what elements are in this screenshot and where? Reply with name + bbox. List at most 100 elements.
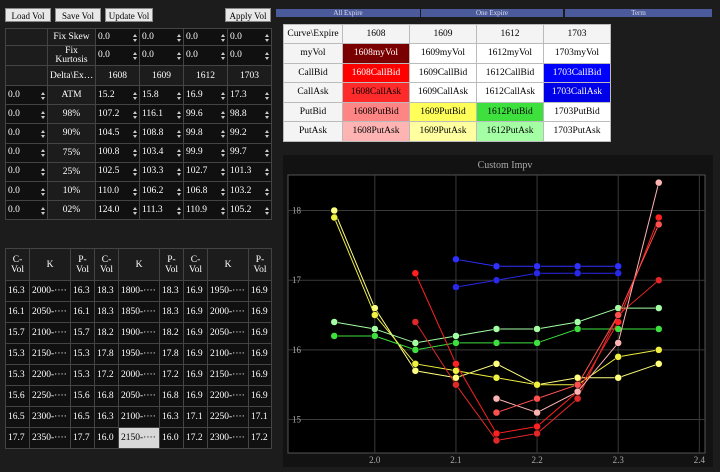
strike-cell[interactable]: 17.1 bbox=[248, 406, 272, 428]
strike-cell[interactable]: 16.0 bbox=[94, 427, 119, 449]
delta-value[interactable]: 108.8 bbox=[139, 123, 184, 144]
delta-value[interactable]: 17.3 bbox=[227, 84, 272, 106]
spinner[interactable] bbox=[133, 148, 137, 158]
strike-cell[interactable]: 17.7 bbox=[5, 427, 30, 449]
strike-cell[interactable]: 16.9 bbox=[248, 364, 272, 386]
spinner[interactable] bbox=[265, 187, 269, 197]
strike-cell[interactable]: 16.5 bbox=[5, 406, 30, 428]
delta-value[interactable]: 110.0 bbox=[95, 180, 140, 202]
spinner[interactable] bbox=[177, 148, 181, 158]
strike-cell[interactable]: 2200-···· bbox=[207, 385, 249, 407]
delta-value[interactable]: 103.3 bbox=[139, 161, 184, 182]
curve-cell[interactable]: 1612PutBid bbox=[476, 101, 544, 122]
strike-cell[interactable]: 2100-···· bbox=[29, 322, 71, 344]
spinner[interactable] bbox=[265, 167, 269, 177]
strike-cell[interactable]: 16.3 bbox=[5, 280, 30, 302]
delta-value[interactable]: 102.5 bbox=[95, 161, 140, 182]
param-input[interactable]: 0.0 bbox=[227, 45, 272, 66]
spinner[interactable] bbox=[265, 129, 269, 139]
spinner[interactable] bbox=[133, 167, 137, 177]
spinner[interactable] bbox=[41, 206, 45, 216]
tab[interactable]: All Expire bbox=[276, 9, 420, 17]
spinner[interactable] bbox=[221, 33, 225, 43]
strike-cell[interactable]: 2000-···· bbox=[29, 280, 71, 302]
strike-cell[interactable]: 16.1 bbox=[5, 301, 30, 323]
delta-value[interactable]: 101.3 bbox=[227, 161, 272, 182]
strike-cell[interactable]: 17.2 bbox=[94, 364, 119, 386]
spinner[interactable] bbox=[41, 129, 45, 139]
strike-cell[interactable]: 16.9 bbox=[183, 343, 208, 365]
param-input[interactable]: 0.0 bbox=[183, 45, 228, 66]
curve-cell[interactable]: 1608CallAsk bbox=[342, 82, 410, 103]
spinner[interactable] bbox=[41, 110, 45, 120]
strike-cell[interactable]: 17.2 bbox=[183, 427, 208, 449]
spinner[interactable] bbox=[177, 110, 181, 120]
spinner[interactable] bbox=[221, 187, 225, 197]
strike-cell[interactable]: 2000-···· bbox=[207, 301, 249, 323]
spinner[interactable] bbox=[221, 91, 225, 101]
strike-cell[interactable]: 16.5 bbox=[70, 406, 95, 428]
delta-value[interactable]: 100.8 bbox=[95, 142, 140, 163]
curve-cell[interactable]: 1703PutAsk bbox=[543, 121, 611, 142]
strike-cell[interactable]: 18.3 bbox=[94, 301, 119, 323]
spinner[interactable] bbox=[133, 129, 137, 139]
spinner[interactable] bbox=[177, 91, 181, 101]
tab[interactable]: One Expire bbox=[421, 9, 563, 17]
strike-cell[interactable]: 17.8 bbox=[94, 343, 119, 365]
spinner[interactable] bbox=[41, 148, 45, 158]
spinner[interactable] bbox=[133, 206, 137, 216]
button[interactable]: Apply Vol bbox=[225, 8, 271, 22]
delta-value[interactable]: 16.9 bbox=[183, 84, 228, 106]
spinner[interactable] bbox=[177, 167, 181, 177]
strike-cell[interactable]: 16.9 bbox=[183, 301, 208, 323]
spinner[interactable] bbox=[221, 167, 225, 177]
curve-cell[interactable]: 1609CallBid bbox=[409, 62, 477, 83]
strike-cell[interactable]: 2000-···· bbox=[118, 364, 160, 386]
strike-cell[interactable]: 2250-···· bbox=[29, 385, 71, 407]
strike-cell[interactable]: 18.2 bbox=[159, 322, 184, 344]
strike-cell[interactable]: 15.3 bbox=[5, 343, 30, 365]
tab[interactable]: Term bbox=[565, 9, 712, 17]
strike-cell[interactable]: 1800-···· bbox=[118, 280, 160, 302]
param-input[interactable]: 0.0 bbox=[139, 45, 184, 66]
delta-value[interactable]: 103.2 bbox=[227, 180, 272, 202]
strike-cell[interactable]: 17.8 bbox=[159, 343, 184, 365]
delta-value[interactable]: 105.2 bbox=[227, 200, 272, 221]
spinner[interactable] bbox=[221, 206, 225, 216]
strike-cell[interactable]: 17.2 bbox=[159, 364, 184, 386]
delta-value[interactable]: 15.2 bbox=[95, 84, 140, 106]
spinner[interactable] bbox=[133, 110, 137, 120]
spinner[interactable] bbox=[41, 187, 45, 197]
curve-cell[interactable]: 1609PutBid bbox=[409, 101, 477, 122]
button[interactable]: Save Vol bbox=[55, 8, 101, 22]
delta-value[interactable]: 102.7 bbox=[183, 161, 228, 182]
delta-value[interactable]: 99.9 bbox=[183, 142, 228, 163]
spinner[interactable] bbox=[133, 51, 137, 61]
curve-cell[interactable]: 1608myVol bbox=[342, 43, 410, 64]
delta-input[interactable]: 0.0 bbox=[5, 84, 48, 106]
strike-cell[interactable]: 16.9 bbox=[248, 280, 272, 302]
strike-cell[interactable]: 15.6 bbox=[70, 385, 95, 407]
spinner[interactable] bbox=[221, 148, 225, 158]
spinner[interactable] bbox=[133, 91, 137, 101]
curve-cell[interactable]: 1703PutBid bbox=[543, 101, 611, 122]
strike-cell[interactable]: 2300-···· bbox=[29, 406, 71, 428]
delta-input[interactable]: 0.0 bbox=[5, 142, 48, 163]
strike-cell[interactable]: 16.9 bbox=[183, 322, 208, 344]
delta-value[interactable]: 15.8 bbox=[139, 84, 184, 106]
button[interactable]: Update Vol bbox=[105, 8, 153, 22]
strike-cell[interactable]: 16.9 bbox=[248, 343, 272, 365]
strike-cell[interactable]: 16.8 bbox=[159, 385, 184, 407]
spinner[interactable] bbox=[265, 33, 269, 43]
spinner[interactable] bbox=[265, 91, 269, 101]
param-input[interactable]: 0.0 bbox=[95, 45, 140, 66]
spinner[interactable] bbox=[221, 110, 225, 120]
curve-cell[interactable]: 1612CallBid bbox=[476, 62, 544, 83]
strike-cell[interactable]: 18.3 bbox=[94, 280, 119, 302]
strike-cell[interactable]: 16.3 bbox=[94, 406, 119, 428]
strike-cell[interactable]: 2250-···· bbox=[207, 406, 249, 428]
curve-cell[interactable]: 1612CallAsk bbox=[476, 82, 544, 103]
delta-value[interactable]: 106.2 bbox=[139, 180, 184, 202]
delta-input[interactable]: 0.0 bbox=[5, 104, 48, 125]
delta-value[interactable]: 116.1 bbox=[139, 104, 184, 125]
